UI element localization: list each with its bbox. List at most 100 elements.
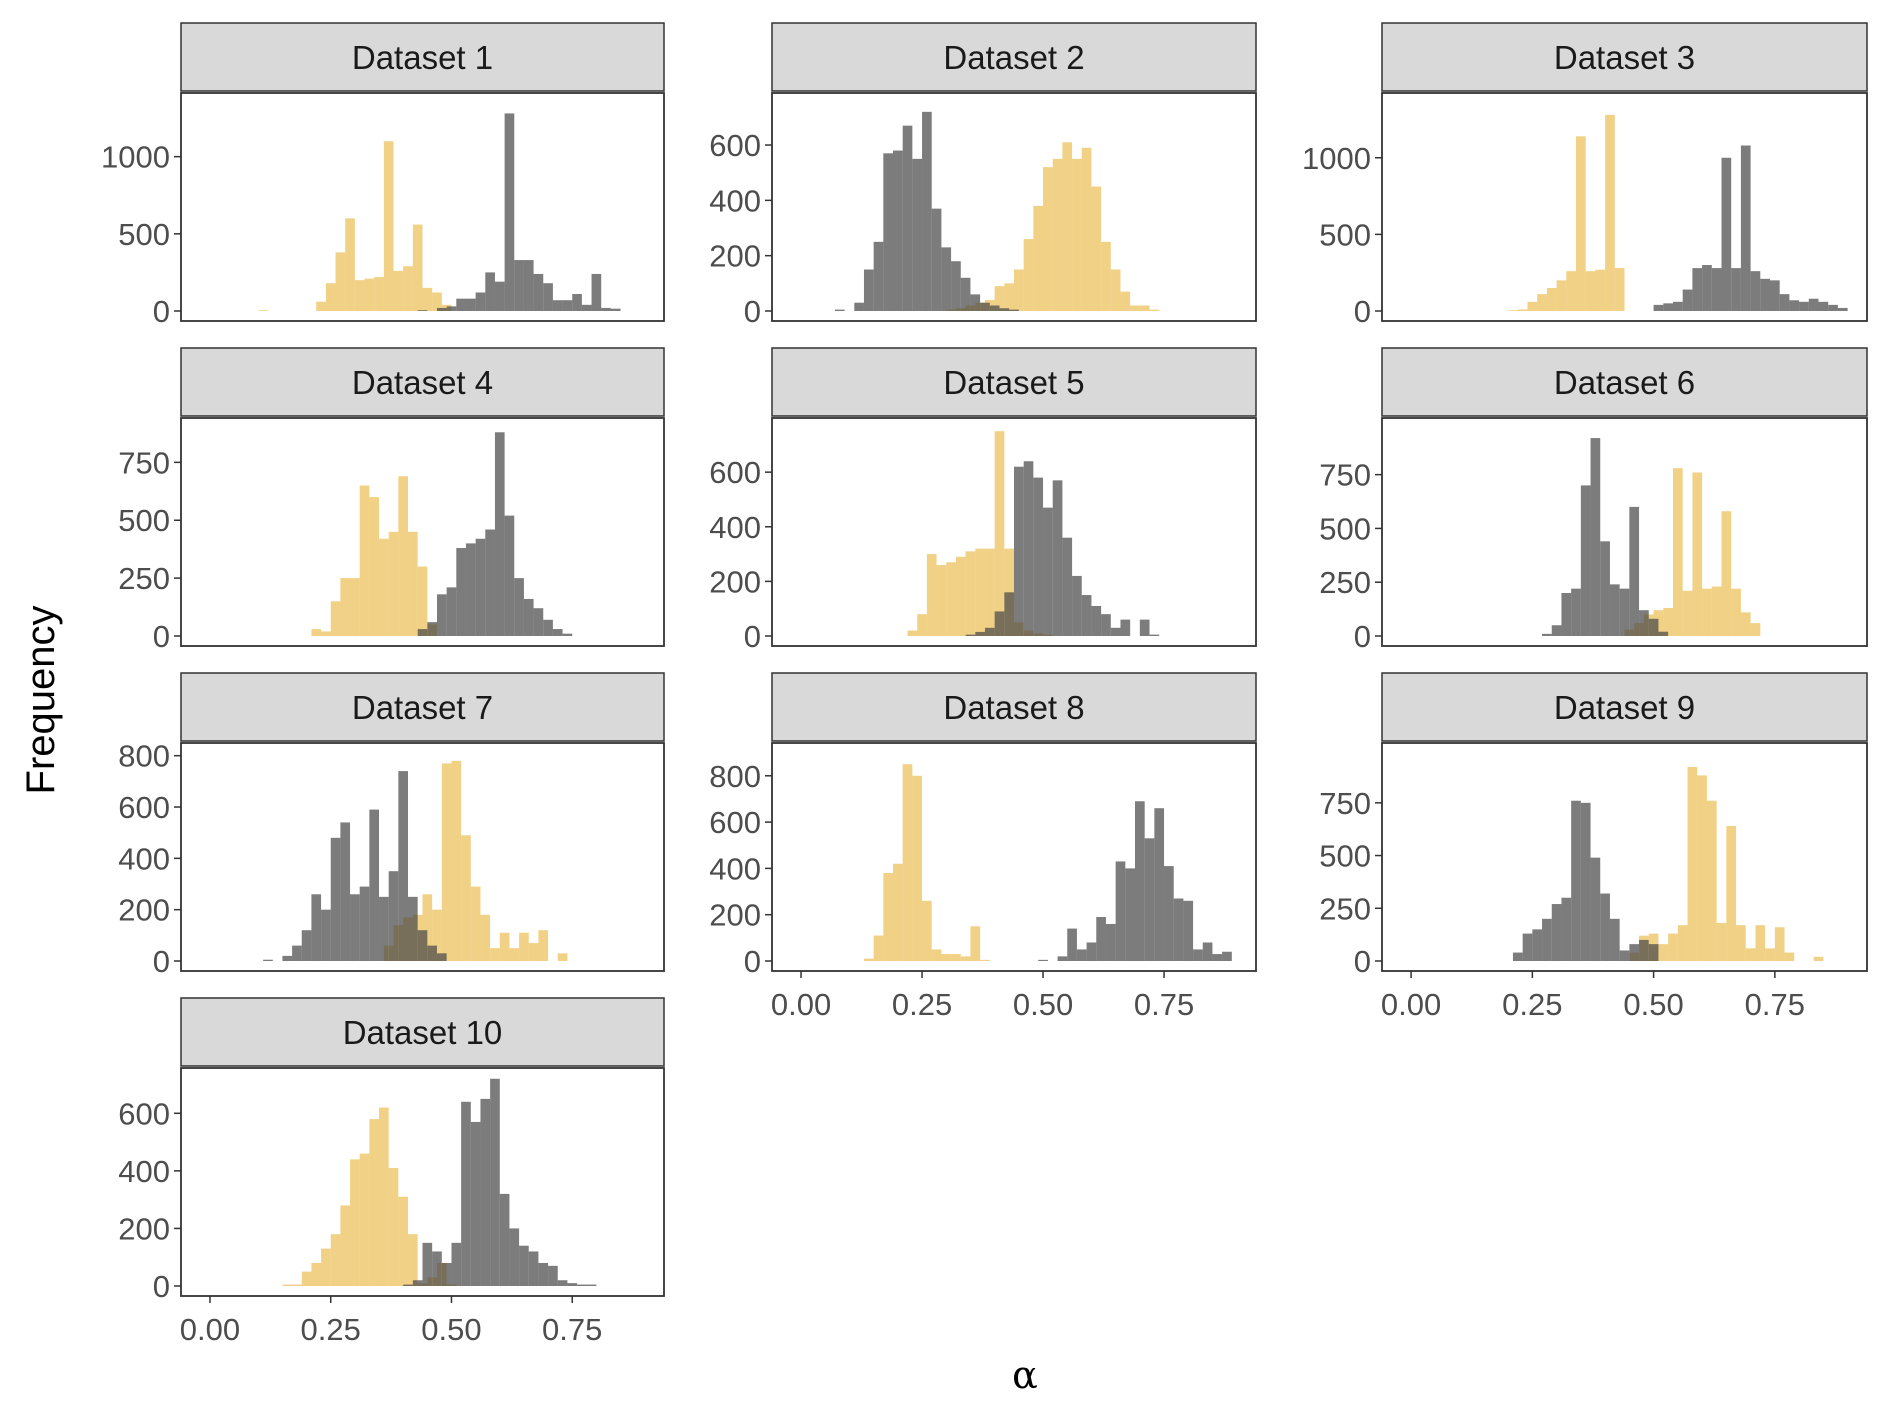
gray-bar	[1648, 618, 1659, 636]
gold-bar	[1517, 309, 1528, 311]
y-tick-label: 750	[118, 445, 170, 480]
gray-bar	[456, 548, 466, 636]
y-tick-label: 750	[1319, 786, 1371, 821]
gold-bar	[994, 431, 1005, 636]
gray-bar	[1600, 893, 1610, 961]
facet-strip	[771, 347, 1257, 417]
gray-bar	[456, 298, 466, 311]
gold-bar	[1566, 271, 1576, 311]
gray-bar	[1682, 289, 1693, 311]
gold-bar	[1605, 114, 1615, 312]
gold-bar	[1091, 186, 1102, 311]
gray-bar	[1648, 944, 1659, 961]
panel-border	[771, 417, 1257, 647]
gray-bar	[461, 1101, 471, 1286]
gray-bar	[436, 594, 447, 636]
gold-bar	[432, 909, 442, 961]
gold-bar	[383, 141, 394, 311]
gray-bar	[1808, 298, 1819, 311]
facet-title: Dataset 5	[943, 364, 1084, 401]
gold-bar	[379, 538, 389, 636]
gold-bar	[422, 287, 433, 311]
gray-bar	[1014, 466, 1024, 636]
gray-bar	[1086, 942, 1097, 961]
gold-bar	[321, 1248, 331, 1286]
gray-bar	[1609, 918, 1620, 961]
facet-title: Dataset 10	[343, 1014, 503, 1051]
gray-bar	[1818, 301, 1829, 311]
gold-bar	[1658, 944, 1669, 961]
gray-bar	[480, 1098, 491, 1286]
gold-bar	[321, 631, 331, 636]
gray-bar	[1740, 145, 1751, 311]
gray-bar	[523, 598, 534, 636]
gold-bar	[393, 270, 404, 311]
y-tick-label: 400	[118, 1154, 170, 1189]
gray-bar	[1193, 949, 1203, 961]
gold-bar	[1614, 268, 1625, 311]
gold-bar	[340, 578, 351, 636]
gray-bar	[509, 1228, 520, 1286]
gray-bar	[1590, 438, 1601, 636]
gold-bar	[946, 562, 956, 636]
gray-bar	[1043, 507, 1053, 636]
gray-bar	[494, 432, 505, 636]
x-tick-label: 0.50	[1013, 987, 1073, 1022]
y-tick-label: 0	[1354, 294, 1371, 329]
gold-bar	[1692, 472, 1703, 636]
facet-panel: Dataset 5 0 200 400 600	[709, 347, 1257, 654]
gold-bar	[1721, 511, 1732, 636]
gold-bar	[335, 252, 346, 311]
y-tick-label: 800	[118, 739, 170, 774]
y-tick-label: 400	[709, 183, 761, 218]
gold-bar	[980, 959, 990, 961]
gray-bar	[1639, 939, 1649, 961]
y-tick-label: 500	[1319, 839, 1371, 874]
gray-bar	[1721, 157, 1732, 311]
gold-bar	[917, 614, 927, 636]
y-tick-label: 1000	[101, 140, 170, 175]
gray-bar	[417, 930, 428, 961]
gold-bar	[340, 1205, 351, 1286]
facet-panel: Dataset 8 0 200 400 600 800 0.00 0.25 0.50 0.75	[709, 672, 1257, 1022]
gray-bar	[1828, 304, 1838, 311]
gray-bar	[1522, 933, 1533, 961]
gold-bar	[1745, 948, 1756, 961]
gray-bar	[902, 125, 913, 311]
gray-bar	[999, 308, 1010, 311]
x-tick-label: 0.75	[542, 1312, 602, 1347]
gold-bar	[1784, 952, 1795, 961]
gold-bar	[364, 278, 375, 311]
gold-bar	[369, 497, 380, 636]
gray-bar	[330, 837, 341, 961]
y-tick-label: 600	[709, 455, 761, 490]
gray-bar	[1619, 950, 1630, 961]
gray-bar	[1837, 307, 1848, 311]
panel-border	[180, 92, 665, 322]
gray-bar	[557, 1280, 568, 1286]
gray-bar	[1183, 900, 1194, 961]
gray-bar	[941, 247, 952, 311]
gold-bar	[490, 948, 500, 961]
gold-bar	[1052, 158, 1063, 311]
facet-panel: Dataset 4 0 250 500 750	[118, 347, 665, 654]
facet-title: Dataset 1	[352, 39, 493, 76]
gray-bar	[441, 1262, 452, 1286]
gray-bar	[552, 629, 563, 636]
y-tick-label: 800	[709, 759, 761, 794]
gray-bar	[1653, 304, 1664, 311]
gray-bar	[1139, 619, 1150, 636]
y-tick-label: 0	[153, 944, 170, 979]
gray-bar	[970, 294, 981, 311]
gray-bar	[436, 307, 447, 311]
gray-bar	[1561, 897, 1572, 961]
gray-bar	[834, 309, 845, 311]
gray-bar	[1600, 541, 1610, 636]
gray-bar	[451, 1242, 462, 1286]
gold-bar	[955, 556, 966, 636]
gray-bar	[1096, 917, 1106, 961]
gray-bar	[465, 543, 476, 636]
gold-bar	[951, 954, 961, 961]
gold-bar	[461, 835, 471, 961]
gold-bar	[1023, 239, 1034, 311]
